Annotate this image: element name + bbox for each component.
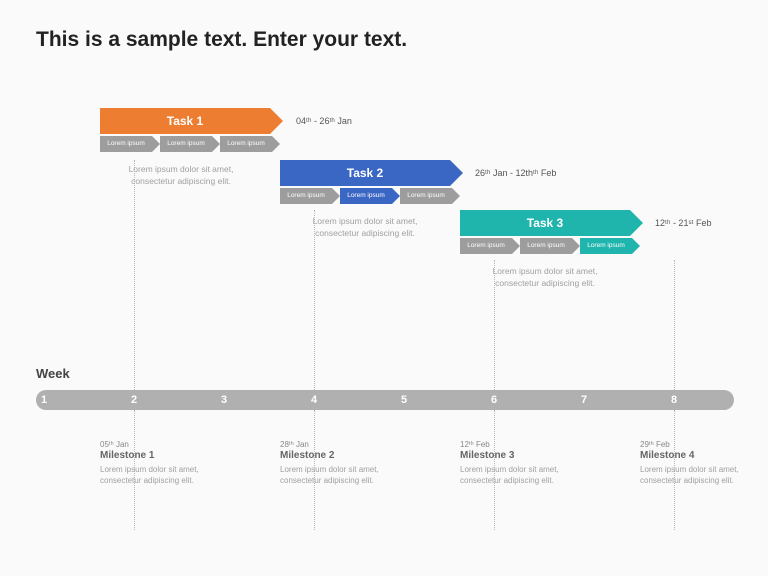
tick-line-up [314,210,315,390]
tick-number: 8 [665,390,683,410]
milestone-desc: Lorem ipsum dolor sit amet, consectetur … [460,464,578,486]
milestone-3: 12ᵗʰ FebMilestone 3 Lorem ipsum dolor sit… [460,440,578,486]
tick-number: 6 [485,390,503,410]
timeline-tick: 3 [215,390,233,410]
task-description: Lorem ipsum dolor sit amet, consectetur … [106,164,256,188]
task-subrow: Lorem ipsum Lorem ipsum Lorem ipsum [100,136,280,152]
timeline-tick: 7 [575,390,593,410]
task-date: 04ᵗʰ - 26ᵗʰ Jan [296,116,352,126]
task-step: Lorem ipsum [580,238,632,254]
tick-number: 7 [575,390,593,410]
milestone-desc: Lorem ipsum dolor sit amet, consectetur … [640,464,758,486]
task-step: Lorem ipsum [520,238,572,254]
timeline-tick: 2 [125,390,143,410]
gantt-infographic: This is a sample text. Enter your text. … [0,0,768,576]
task-subrow: Lorem ipsum Lorem ipsum Lorem ipsum [280,188,460,204]
tick-number: 2 [125,390,143,410]
task-date: 26ᵗʰ Jan - 12thᵗʰ Feb [475,168,556,178]
task-date: 12ᵗʰ - 21ˢᵗ Feb [655,218,712,228]
task-step: Lorem ipsum [100,136,152,152]
milestone-date: 29ᵗʰ Feb [640,440,758,449]
milestone-date: 12ᵗʰ Feb [460,440,578,449]
timeline-bar: 1 2 3 4 5 6 7 8 [36,390,734,410]
task-arrow: Task 2 [280,160,450,186]
milestone-desc: Lorem ipsum dolor sit amet, consectetur … [280,464,398,486]
milestone-4: 29ᵗʰ FebMilestone 4 Lorem ipsum dolor sit… [640,440,758,486]
task-step: Lorem ipsum [340,188,392,204]
tick-number: 1 [35,390,53,410]
task-step: Lorem ipsum [160,136,212,152]
task-step: Lorem ipsum [460,238,512,254]
task-arrow: Task 3 [460,210,630,236]
timeline-tick: 8 [665,390,683,410]
milestone-1: 05ᵗʰ JanMilestone 1 Lorem ipsum dolor sit… [100,440,218,486]
task-arrow: Task 1 [100,108,270,134]
tick-line-up [494,260,495,390]
milestone-2: 28ᵗʰ JanMilestone 2 Lorem ipsum dolor sit… [280,440,398,486]
task-subrow: Lorem ipsum Lorem ipsum Lorem ipsum [460,238,640,254]
task-block-1: Task 1 Lorem ipsum Lorem ipsum Lorem ipsum [100,108,280,152]
tick-number: 3 [215,390,233,410]
milestone-name: Milestone 4 [640,450,758,461]
milestone-name: Milestone 2 [280,450,398,461]
task-block-2: Task 2 Lorem ipsum Lorem ipsum Lorem ipsum [280,160,460,204]
tick-line-up [674,260,675,390]
milestone-name: Milestone 1 [100,450,218,461]
tick-number: 4 [305,390,323,410]
tick-number: 5 [395,390,413,410]
week-label: Week [36,366,70,381]
milestone-date: 28ᵗʰ Jan [280,440,398,449]
page-title: This is a sample text. Enter your text. [36,28,407,52]
task-description: Lorem ipsum dolor sit amet, consectetur … [290,216,440,240]
timeline-tick: 1 [35,390,53,410]
task-step: Lorem ipsum [220,136,272,152]
timeline-tick: 5 [395,390,413,410]
milestone-desc: Lorem ipsum dolor sit amet, consectetur … [100,464,218,486]
task-step: Lorem ipsum [280,188,332,204]
milestone-name: Milestone 3 [460,450,578,461]
timeline-tick: 4 [305,390,323,410]
task-block-3: Task 3 Lorem ipsum Lorem ipsum Lorem ipsum [460,210,640,254]
tick-line-up [134,160,135,390]
milestone-date: 05ᵗʰ Jan [100,440,218,449]
task-description: Lorem ipsum dolor sit amet, consectetur … [470,266,620,290]
timeline-tick: 6 [485,390,503,410]
task-step: Lorem ipsum [400,188,452,204]
